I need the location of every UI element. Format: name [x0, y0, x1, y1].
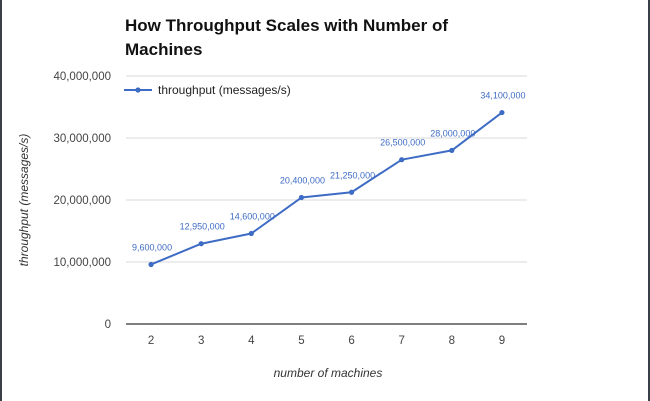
- x-tick-label: 7: [398, 335, 404, 347]
- data-labels: 9,600,000 12,950,000 14,600,000 20,400,000 2…: [132, 91, 525, 253]
- data-point: [148, 261, 154, 268]
- data-label: 14,600,000: [230, 211, 275, 221]
- x-tick-label: 3: [198, 335, 204, 347]
- y-tick-label: 40,000,000: [53, 71, 111, 83]
- y-tick-label: 30,000,000: [53, 133, 111, 145]
- legend-label: throughput (messages/s): [158, 83, 291, 97]
- x-tick-labels: 2 3 4 5 6 7 8 9: [148, 335, 505, 347]
- x-tick-label: 4: [248, 335, 255, 347]
- y-tick-label: 20,000,000: [53, 195, 111, 207]
- data-point: [449, 147, 455, 153]
- data-label: 28,000,000: [430, 128, 475, 138]
- chart-title-line-1: How Throughput Scales with Number of: [125, 16, 448, 35]
- y-tick-label: 10,000,000: [53, 257, 111, 269]
- data-label: 34,100,000: [480, 91, 525, 101]
- data-point: [348, 189, 355, 195]
- data-point: [499, 109, 505, 116]
- x-tick-label: 2: [148, 335, 154, 347]
- y-tick-labels: 0 10,000,000 20,000,000 30,000,000 40,000,00…: [53, 71, 111, 331]
- data-point: [248, 230, 254, 237]
- y-tick-label: 0: [105, 319, 111, 331]
- x-tick-label: 9: [499, 335, 505, 347]
- y-axis-title: throughput (messages/s): [17, 134, 31, 267]
- x-tick-label: 8: [449, 335, 455, 347]
- data-label: 21,250,000: [330, 170, 375, 180]
- gridlines: [126, 75, 527, 325]
- x-axis-title: number of machines: [274, 366, 383, 380]
- data-point: [198, 241, 204, 247]
- chart-title-line-2: Machines: [125, 40, 202, 59]
- x-tick-label: 6: [348, 335, 354, 347]
- data-point: [399, 157, 405, 163]
- legend-marker: [135, 87, 141, 93]
- data-label: 12,950,000: [180, 222, 225, 232]
- data-label: 26,500,000: [380, 138, 425, 148]
- x-tick-label: 5: [298, 335, 304, 347]
- series-throughput: [148, 109, 505, 268]
- data-label: 9,600,000: [132, 242, 172, 252]
- series-line: [150, 111, 503, 266]
- data-label: 20,400,000: [280, 176, 325, 186]
- data-point: [298, 194, 305, 201]
- legend: throughput (messages/s): [124, 83, 291, 97]
